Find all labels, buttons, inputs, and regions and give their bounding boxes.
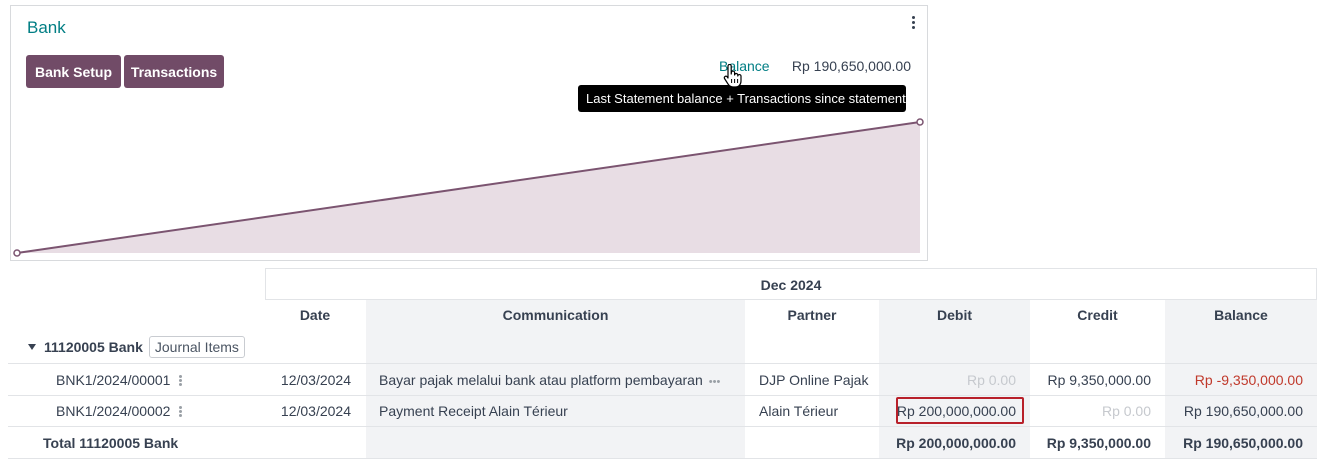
total-credit: Rp 9,350,000.00 (1046, 435, 1151, 451)
column-header-balance[interactable]: Balance (1214, 307, 1268, 323)
row-partner: DJP Online Pajak (759, 372, 869, 388)
balance-line (16, 121, 921, 254)
row-balance: Rp 190,650,000.00 (1183, 403, 1303, 419)
row-ref: BNK1/2024/00001 (56, 372, 171, 388)
row-date: 12/03/2024 (280, 372, 351, 388)
debit-column-bg (879, 300, 1030, 459)
ellipsis-icon: ••• (708, 376, 721, 388)
bank-setup-button[interactable]: Bank Setup (26, 55, 121, 88)
divider (8, 363, 1317, 364)
transactions-button[interactable]: Transactions (124, 55, 224, 88)
row-communication: Payment Receipt Alain Térieur (379, 403, 568, 419)
hand-cursor-icon (723, 64, 742, 88)
row-credit: Rp 0.00 (1101, 403, 1151, 419)
row-credit: Rp 9,350,000.00 (1047, 372, 1151, 388)
caret-down-icon[interactable] (28, 344, 36, 350)
kebab-menu-icon[interactable] (909, 16, 917, 30)
communication-column-bg (366, 300, 745, 459)
balance-value: Rp 190,650,000.00 (791, 58, 911, 74)
balance-column-bg (1165, 300, 1317, 459)
row-debit: Rp 0.00 (966, 372, 1016, 388)
balance-tooltip: Last Statement balance + Transactions si… (578, 85, 906, 112)
row-communication: Bayar pajak melalui bank atau platform p… (379, 372, 703, 388)
row-debit: Rp 200,000,000.00 (896, 403, 1016, 419)
period-header[interactable]: Dec 2024 (265, 268, 1317, 300)
total-label: Total 11120005 Bank (43, 435, 179, 451)
column-header-credit[interactable]: Credit (1077, 307, 1118, 323)
divider (8, 395, 1317, 396)
group-row-bank[interactable]: 11120005 Bank Journal Items (28, 336, 245, 358)
row-ref: BNK1/2024/00002 (56, 403, 171, 419)
row-menu-icon[interactable] (179, 406, 183, 418)
row-menu-icon[interactable] (179, 375, 183, 387)
balance-point-end (916, 118, 924, 126)
row-partner: Alain Térieur (759, 403, 839, 419)
journal-items-badge[interactable]: Journal Items (148, 336, 245, 358)
bank-journal-card: Bank Bank Setup Transactions Balance Rp … (10, 5, 928, 261)
row-date: 12/03/2024 (280, 403, 351, 419)
balance-point-start (13, 249, 21, 257)
card-title: Bank (27, 18, 66, 37)
highlight-box (896, 397, 1024, 424)
column-header-debit[interactable]: Debit (937, 307, 972, 323)
divider (265, 299, 1317, 300)
row-balance: Rp -9,350,000.00 (1194, 372, 1303, 388)
total-balance: Rp 190,650,000.00 (1183, 435, 1303, 451)
balance-chart (13, 118, 924, 257)
group-label: 11120005 Bank (44, 339, 143, 355)
divider (8, 458, 1317, 459)
total-debit: Rp 200,000,000.00 (896, 435, 1016, 451)
divider (8, 426, 1317, 427)
column-header-partner[interactable]: Partner (787, 307, 837, 323)
column-header-communication[interactable]: Communication (502, 307, 609, 323)
column-header-date[interactable]: Date (299, 307, 331, 323)
